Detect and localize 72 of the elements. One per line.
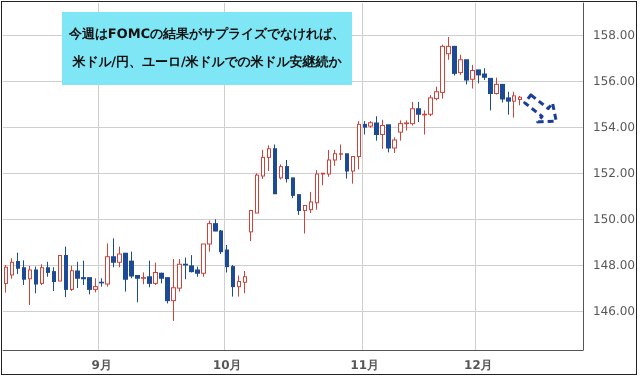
x-tick-label: 9月: [91, 358, 112, 372]
candlestick: [380, 119, 385, 150]
candlestick: [16, 252, 20, 275]
candlestick: [249, 210, 253, 242]
candlestick: [339, 144, 343, 160]
candlestick: [111, 238, 116, 268]
candlestick: [52, 266, 56, 292]
candlestick: [470, 64, 475, 89]
candlestick: [273, 144, 277, 194]
candlestick: [488, 78, 493, 111]
candlestick: [291, 177, 295, 199]
candlestick: [392, 136, 397, 154]
candlestick: [10, 258, 14, 280]
y-tick-label: 146.00: [593, 304, 635, 318]
candlestick: [374, 116, 379, 142]
y-tick-label: 150.00: [593, 212, 635, 226]
candlestick: [333, 149, 337, 166]
candlestick: [243, 270, 247, 294]
candlestick: [285, 159, 289, 183]
candlestick: [416, 101, 421, 123]
candlestick: [512, 91, 516, 118]
y-tick-label: 152.00: [593, 166, 635, 180]
candlestick: [105, 242, 110, 288]
candlestick: [315, 170, 319, 210]
candlestick: [22, 260, 26, 286]
y-tick-label: 156.00: [593, 74, 635, 88]
candlestick: [147, 260, 152, 288]
candlestick: [297, 194, 301, 216]
candlestick: [255, 172, 259, 214]
candlestick: [452, 45, 457, 76]
x-tick-label: 12月: [464, 358, 493, 372]
candlestick: [464, 59, 469, 85]
candlestick: [231, 264, 235, 298]
candlestick: [345, 153, 349, 180]
candlestick: [40, 264, 44, 286]
candlestick: [518, 95, 522, 106]
annotation: 今週はFOMCの結果がサプライズでなければ、: [68, 26, 346, 44]
candlestick: [28, 265, 32, 306]
x-tick-label: 10月: [212, 358, 242, 372]
y-tick-label: 148.00: [593, 258, 635, 272]
candlestick: [279, 164, 283, 180]
candlestick: [327, 149, 331, 178]
candlestick: [267, 144, 271, 172]
candlestick: [64, 246, 68, 298]
candlestick: [141, 272, 146, 285]
candlestick: [309, 191, 313, 214]
candlestick: [117, 246, 122, 268]
candlestick: [363, 120, 367, 135]
candlestick: [494, 77, 499, 95]
candlestick: [386, 124, 391, 153]
candlestick: [93, 278, 98, 293]
y-tick-label: 154.00: [593, 120, 635, 134]
candlestick: [368, 120, 373, 128]
x-tick-label: 11月: [350, 358, 380, 372]
candlestick: [46, 261, 50, 278]
candlestick: [183, 257, 188, 280]
candlestick: [34, 266, 38, 294]
candlestick: [58, 255, 62, 282]
annotation: 米ドル/円、ユーロ/米ドルでの米ドル安継続か: [72, 54, 342, 72]
candlestick: [4, 264, 8, 294]
candlestick: [153, 262, 158, 286]
candlestick: [351, 156, 355, 184]
candlestick: [70, 265, 74, 292]
candlestick: [99, 278, 104, 288]
candlestick: [261, 149, 265, 180]
candlestick: [458, 54, 463, 76]
candlestick: [225, 244, 229, 274]
candlestick: [357, 120, 361, 170]
candlestick: [237, 275, 241, 298]
candlestick: [303, 204, 307, 234]
y-tick-label: 158.00: [593, 28, 635, 42]
candlestick: [321, 172, 325, 186]
